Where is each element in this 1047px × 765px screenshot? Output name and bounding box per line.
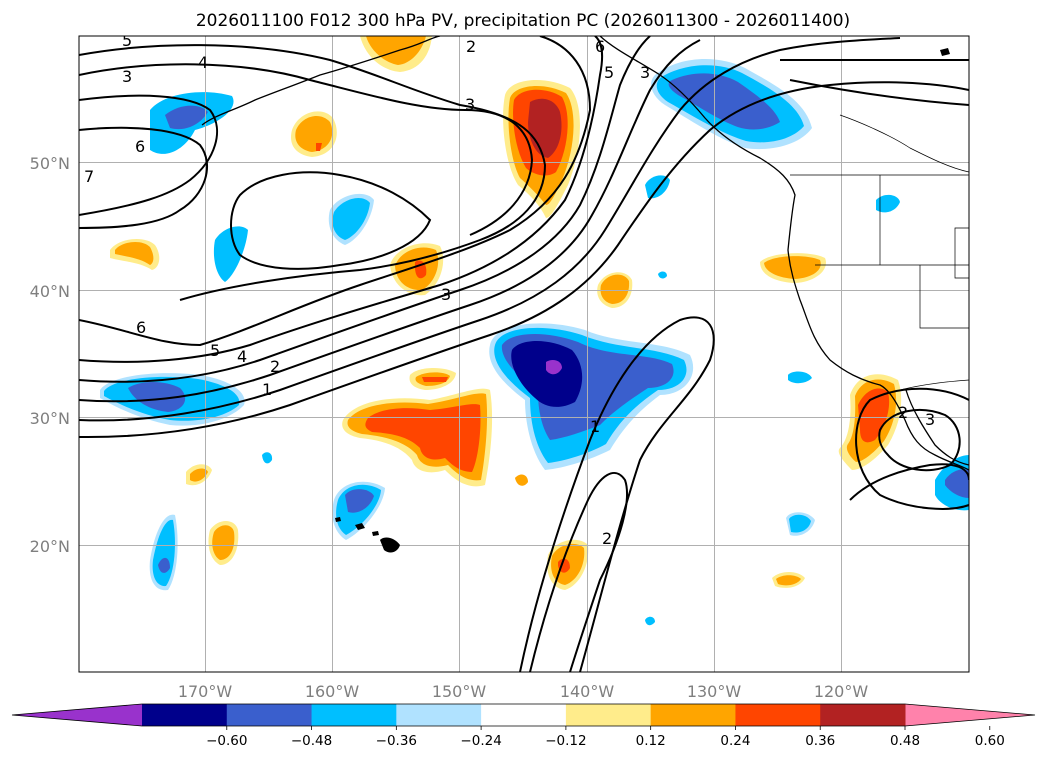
precip-cell xyxy=(876,194,900,213)
islands xyxy=(335,48,950,553)
precip-cell xyxy=(764,256,821,279)
colorbar-tick-label: −0.60 xyxy=(206,733,247,749)
map-frame xyxy=(78,35,970,673)
map-title: 2026011100 F012 300 hPa PV, precipitatio… xyxy=(196,11,850,31)
colorbar-tick-label: −0.36 xyxy=(376,733,417,749)
contour-label: 2 xyxy=(898,403,908,422)
precip-cell xyxy=(511,341,583,407)
precip-shading xyxy=(100,36,969,626)
colorbar-segment xyxy=(142,704,228,726)
contour-label: 2 xyxy=(602,529,612,548)
precip-cell xyxy=(212,525,235,560)
precip-cell xyxy=(658,271,667,279)
precip-cell xyxy=(789,514,811,533)
map-area: 5 4 3 6 7 3 2 6 5 3 6 5 4 2 1 3 1 2 2 3 xyxy=(79,31,969,672)
contour-label: 6 xyxy=(595,37,605,56)
colorbar-tick-label: 0.36 xyxy=(805,733,835,749)
colorbar-segment xyxy=(311,704,397,726)
contour-label: 4 xyxy=(237,347,247,366)
precip-cell xyxy=(600,274,630,304)
lat-label: 40°N xyxy=(30,282,70,301)
colorbar-segment xyxy=(226,704,313,726)
contour-label: 2 xyxy=(270,357,280,376)
precip-cell xyxy=(345,489,374,513)
precip-cell xyxy=(945,469,969,498)
precip-cell xyxy=(152,519,175,587)
contour-label: 2 xyxy=(466,37,476,56)
contour-label: 5 xyxy=(210,341,220,360)
colorbar-tick-label: −0.48 xyxy=(291,733,332,749)
colorbar-tick-label: −0.12 xyxy=(545,733,586,749)
precip-cell xyxy=(645,616,655,626)
contour-label: 6 xyxy=(135,137,145,156)
precip-cell xyxy=(668,73,780,130)
precip-cell xyxy=(776,575,801,586)
colorbar-tick-label: 0.24 xyxy=(720,733,750,749)
precip-cell xyxy=(128,382,186,412)
colorbar-tick-label: −0.24 xyxy=(460,733,501,749)
colorbar-segment xyxy=(820,704,906,726)
colorbar-segment xyxy=(481,704,567,726)
precip-cell xyxy=(190,468,208,482)
lat-label: 20°N xyxy=(30,537,70,556)
colorbar-segment xyxy=(565,704,652,726)
precip-cell xyxy=(213,226,248,282)
lat-label: 50°N xyxy=(30,154,70,173)
precip-cell xyxy=(316,143,322,151)
lon-label: 160°W xyxy=(305,682,360,701)
precip-cell xyxy=(365,404,481,472)
colorbar-tick-label: 0.48 xyxy=(890,733,920,749)
colorbar-segment xyxy=(735,704,821,726)
precip-cell xyxy=(515,474,528,486)
precip-cell xyxy=(788,371,812,384)
lon-label: 130°W xyxy=(687,682,742,701)
lon-label: 120°W xyxy=(814,682,869,701)
lon-label: 170°W xyxy=(178,682,233,701)
political-borders xyxy=(790,114,969,391)
lat-label: 30°N xyxy=(30,409,70,428)
colorbar-segment xyxy=(396,704,482,726)
colorbar-extend-low xyxy=(12,704,142,726)
colorbar-tick-label: 0.12 xyxy=(636,733,666,749)
contour-label: 3 xyxy=(925,410,935,429)
lon-label: 140°W xyxy=(560,682,615,701)
contour-label-group: 5 4 3 6 7 3 2 6 5 3 6 5 4 2 1 3 1 2 2 3 xyxy=(84,31,935,548)
precip-cell xyxy=(366,36,426,65)
precip-cell xyxy=(332,197,370,240)
precip-cell xyxy=(115,241,154,265)
precip-cell xyxy=(546,360,562,375)
colorbar: −0.60 −0.48 −0.36 −0.24 −0.12 0.12 0.24 0.36 0.4… xyxy=(11,703,1036,749)
contour-label: 4 xyxy=(198,53,208,72)
contour-label: 5 xyxy=(604,63,614,82)
colorbar-tick-label: 0.60 xyxy=(975,733,1005,749)
contour-label: 7 xyxy=(84,167,94,186)
colorbar-segment xyxy=(650,704,736,726)
lon-label: 150°W xyxy=(432,682,487,701)
contour-label: 3 xyxy=(640,63,650,82)
precip-cell xyxy=(295,116,333,152)
colorbar-extend-high xyxy=(905,704,1035,726)
precip-cell xyxy=(262,452,273,464)
coastlines xyxy=(201,36,969,471)
pv-contours xyxy=(79,36,969,672)
contour-label: 3 xyxy=(441,285,451,304)
contour-label: 3 xyxy=(122,67,132,86)
contour-label: 1 xyxy=(262,380,272,399)
precip-cell xyxy=(422,377,448,382)
contour-label: 6 xyxy=(136,318,146,337)
contour-label: 3 xyxy=(465,95,475,114)
contour-label: 5 xyxy=(122,31,132,50)
precip-cell xyxy=(158,557,170,573)
contour-label: 1 xyxy=(590,417,600,436)
colorbar-outline xyxy=(11,703,1036,727)
precip-cell xyxy=(165,105,208,130)
